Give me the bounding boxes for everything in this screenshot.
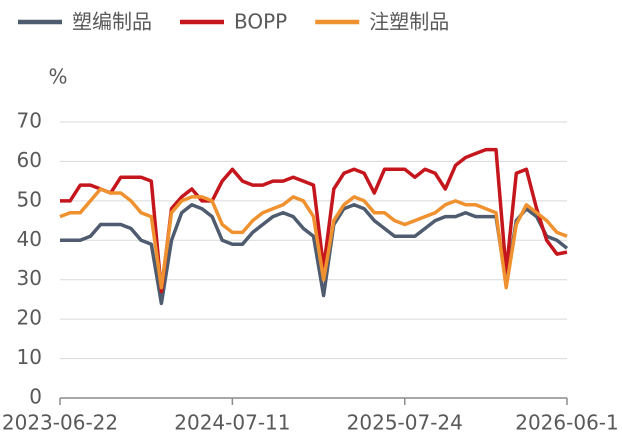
legend-label: 塑编制品 xyxy=(72,10,152,34)
x-tick-label: 2024-07-11 xyxy=(174,411,290,435)
y-tick-label: 70 xyxy=(17,109,42,133)
y-axis-label: % xyxy=(48,65,67,89)
legend-label: BOPP xyxy=(234,10,287,34)
line-series xyxy=(59,187,568,290)
y-tick-label: 20 xyxy=(17,306,42,330)
line-series xyxy=(60,203,569,306)
y-tick-label: 10 xyxy=(17,345,42,369)
y-tick-label: 40 xyxy=(17,227,42,251)
line-series xyxy=(60,147,568,294)
y-tick-label: 60 xyxy=(17,148,42,172)
x-tick-label: 2026-06-1 xyxy=(515,411,619,435)
y-tick-label: 30 xyxy=(17,266,42,290)
y-tick-label: 50 xyxy=(17,187,42,211)
x-tick-label: 2023-06-22 xyxy=(2,411,118,435)
y-tick-label: 0 xyxy=(29,385,42,409)
x-tick-label: 2025-07-24 xyxy=(347,411,463,435)
legend-label: 注塑制品 xyxy=(369,10,449,34)
